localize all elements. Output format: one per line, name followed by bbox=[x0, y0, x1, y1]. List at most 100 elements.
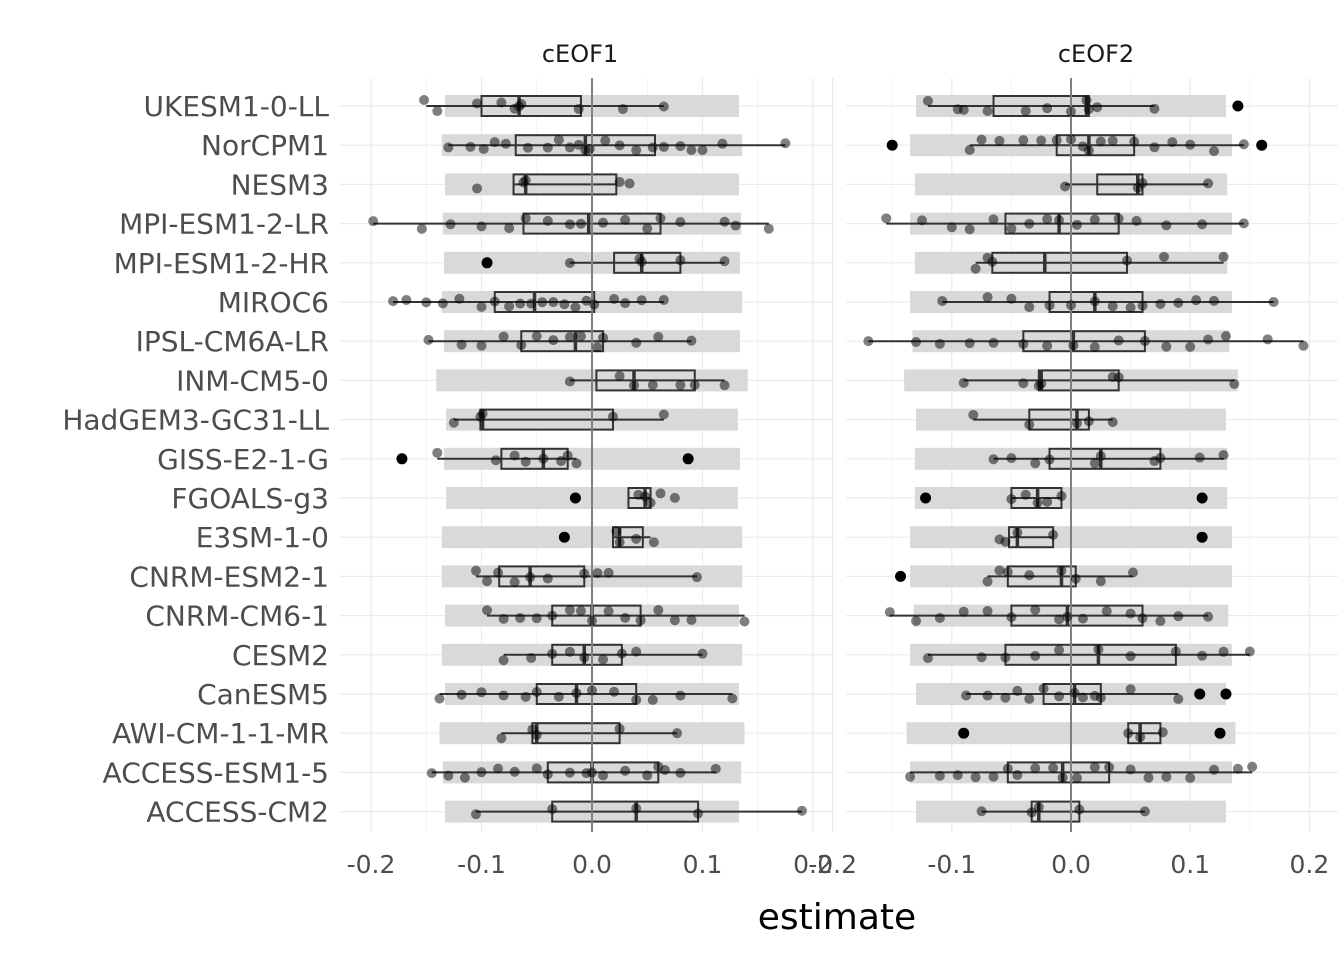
data-point bbox=[498, 655, 509, 666]
data-point bbox=[531, 729, 542, 740]
data-point bbox=[421, 297, 432, 308]
data-point bbox=[970, 263, 981, 274]
data-point bbox=[1030, 763, 1041, 774]
data-point bbox=[456, 339, 467, 350]
data-point bbox=[548, 335, 559, 346]
data-point bbox=[655, 213, 666, 224]
data-point bbox=[1209, 764, 1220, 775]
data-point bbox=[1074, 804, 1085, 815]
data-point bbox=[1123, 728, 1134, 739]
data-point bbox=[368, 216, 379, 227]
data-point bbox=[1071, 772, 1082, 783]
data-point bbox=[1062, 611, 1073, 622]
data-point bbox=[1247, 761, 1258, 772]
data-point bbox=[647, 694, 658, 705]
outlier-point bbox=[920, 492, 932, 504]
x-tick-label: 0.2 bbox=[1290, 850, 1330, 879]
data-point bbox=[542, 769, 553, 780]
data-point bbox=[592, 568, 603, 579]
data-point bbox=[1024, 218, 1035, 229]
x-tick-label: -0.2 bbox=[347, 850, 396, 879]
data-point bbox=[628, 380, 639, 391]
data-point bbox=[1238, 139, 1249, 150]
y-tick-label: NorCPM1 bbox=[201, 129, 329, 162]
data-point bbox=[581, 295, 592, 306]
outlier-point bbox=[682, 453, 694, 465]
data-point bbox=[911, 337, 922, 348]
data-point bbox=[564, 257, 575, 268]
data-point bbox=[1218, 450, 1229, 461]
data-point bbox=[496, 733, 507, 744]
data-point bbox=[520, 456, 531, 467]
data-point bbox=[1000, 536, 1011, 547]
data-point bbox=[1024, 302, 1035, 313]
data-point bbox=[607, 411, 618, 422]
data-point bbox=[531, 687, 542, 698]
data-point bbox=[478, 144, 489, 155]
data-point bbox=[631, 646, 642, 657]
data-point bbox=[423, 334, 434, 345]
data-point bbox=[719, 256, 730, 267]
data-point bbox=[952, 770, 963, 781]
data-point bbox=[658, 141, 669, 152]
data-point bbox=[1089, 762, 1100, 773]
data-point bbox=[579, 568, 590, 579]
data-point bbox=[1135, 732, 1146, 743]
data-point bbox=[982, 105, 993, 116]
data-point bbox=[964, 338, 975, 349]
data-point bbox=[1071, 219, 1082, 230]
data-point bbox=[476, 221, 487, 232]
data-point bbox=[1038, 683, 1049, 694]
data-point bbox=[1012, 685, 1023, 696]
data-point bbox=[672, 728, 683, 739]
data-point bbox=[454, 293, 465, 304]
data-point bbox=[675, 141, 686, 152]
data-point bbox=[498, 331, 509, 342]
data-point bbox=[526, 652, 537, 663]
data-point bbox=[489, 137, 500, 148]
data-point bbox=[614, 537, 625, 548]
data-point bbox=[564, 142, 575, 153]
data-point bbox=[1069, 687, 1080, 698]
data-point bbox=[570, 302, 581, 313]
data-point bbox=[1060, 181, 1071, 192]
data-point bbox=[556, 456, 567, 467]
data-point bbox=[922, 95, 933, 106]
data-point bbox=[584, 143, 595, 154]
data-point bbox=[1203, 178, 1214, 189]
data-point bbox=[493, 567, 504, 578]
data-point bbox=[476, 301, 487, 312]
data-point bbox=[693, 808, 704, 819]
data-point bbox=[1232, 763, 1243, 774]
data-point bbox=[1101, 606, 1112, 617]
data-point bbox=[911, 615, 922, 626]
data-point bbox=[443, 142, 454, 153]
data-point bbox=[675, 767, 686, 778]
data-point bbox=[564, 767, 575, 778]
data-point bbox=[416, 223, 427, 234]
data-point bbox=[465, 141, 476, 152]
data-point bbox=[624, 178, 635, 189]
data-point bbox=[575, 331, 586, 342]
data-point bbox=[1095, 136, 1106, 147]
data-point bbox=[1030, 650, 1041, 661]
data-point bbox=[686, 145, 697, 156]
data-point bbox=[675, 255, 686, 266]
data-point bbox=[719, 380, 730, 391]
data-point bbox=[470, 565, 481, 576]
y-tick-label: MIROC6 bbox=[218, 286, 329, 319]
data-point bbox=[598, 770, 609, 781]
data-point bbox=[1089, 458, 1100, 469]
data-point bbox=[1125, 651, 1136, 662]
data-point bbox=[1068, 340, 1079, 351]
data-point bbox=[575, 605, 586, 616]
data-point bbox=[1194, 452, 1205, 463]
data-point bbox=[564, 604, 575, 615]
data-point bbox=[994, 565, 1005, 576]
data-point bbox=[1000, 692, 1011, 703]
y-tick-label: CNRM-ESM2-1 bbox=[129, 560, 329, 593]
data-point bbox=[1125, 764, 1136, 775]
data-point bbox=[1170, 646, 1181, 657]
data-point bbox=[1018, 338, 1029, 349]
data-point bbox=[614, 140, 625, 151]
